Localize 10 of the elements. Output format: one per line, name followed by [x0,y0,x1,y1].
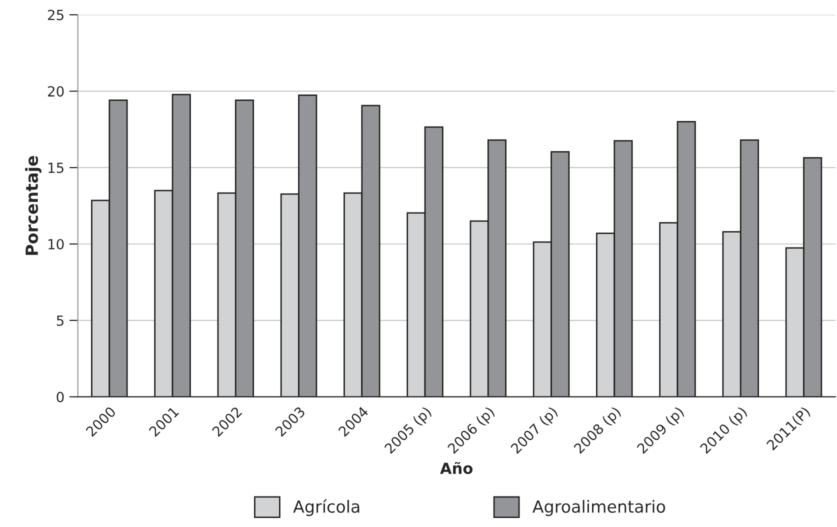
y-tick-label: 25 [48,10,64,20]
y-tick-label: 0 [56,392,64,402]
x-axis-title: Año [440,462,473,474]
y-tick-label: 15 [48,162,64,174]
legend-label: Agroalimentario [532,500,666,516]
y-tick-label: 20 [48,86,64,97]
legend-label: Agrícola [293,499,360,516]
y-axis-title: Porcentaje [25,156,42,255]
y-tick-label: 10 [48,238,64,250]
y-tick-label: 5 [56,316,64,326]
